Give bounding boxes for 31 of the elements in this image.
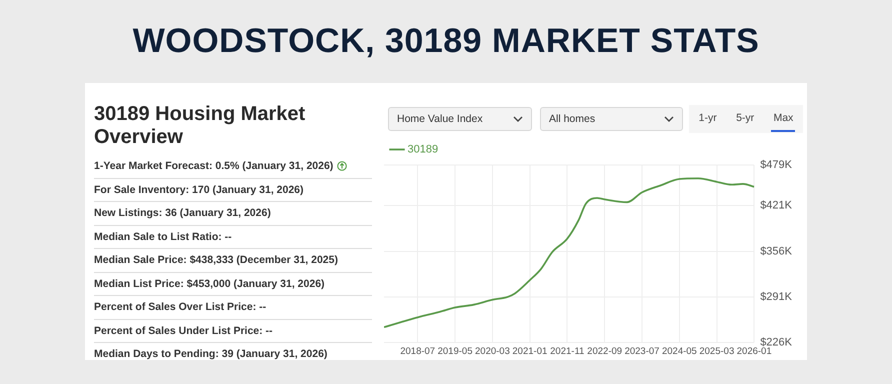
text: For Sale Inventory: 170 (January 31, 2026) [94, 184, 304, 196]
text: Max [771, 106, 796, 132]
chart-title: WOODSTOCK, 30189 MARKET STATS [132, 22, 760, 61]
text: New Listings: 36 (January 31, 2026) [94, 207, 271, 220]
x-tick-label: 2022-09 [587, 346, 622, 357]
x-tick-label: 2023-07 [624, 346, 660, 357]
x-tick-label: 2021-01 [512, 346, 548, 357]
y-tick-label: $356K [760, 245, 793, 258]
text: 1-yr [698, 111, 718, 126]
x-tick-label: 2018-07 [400, 346, 436, 357]
text: Home Value Index [397, 113, 483, 125]
text: 5-yr [735, 111, 756, 126]
x-tick-label: 2019-05 [438, 346, 472, 357]
x-tick-label: 2024-05 [662, 346, 697, 357]
text: All homes [549, 113, 596, 125]
text: Median List Price: $453,000 (January 31, 2026) [94, 278, 325, 290]
legend-label: 30189 [408, 144, 438, 156]
y-tick-label: $479K [760, 159, 793, 172]
x-tick-label: 2020-03 [475, 346, 510, 357]
line-series [384, 177, 754, 328]
x-tick-label: 2021-11 [550, 346, 584, 357]
y-tick-label: $421K [760, 200, 793, 212]
x-tick-label: 2025-03 [699, 346, 734, 357]
text: Percent of Sales Under List Price: -- [94, 324, 273, 337]
text: Median Sale to List Ratio: -- [94, 230, 232, 243]
text: Median Days to Pending: 39 (January 31, 2026) [94, 348, 328, 360]
text: Percent of Sales Over List Price: -- [94, 301, 266, 314]
text: 30189 Housing Market Overview [94, 103, 306, 149]
text: Median Sale Price: $438,333 (December 31, 2025) [94, 254, 338, 266]
text: 1-Year Market Forecast: 0.5% (January 31, 2026) [94, 160, 334, 172]
y-tick-label: $291K [760, 291, 793, 304]
